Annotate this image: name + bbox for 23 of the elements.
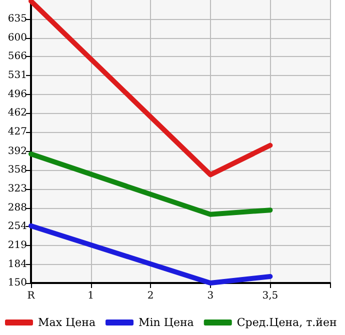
y-tick-label: 323 — [8, 183, 27, 194]
y-tick-label: 427 — [8, 126, 27, 138]
y-tick-label: 462 — [8, 108, 27, 119]
y-tick-label: 600 — [8, 32, 27, 44]
x-tick-label: 3,5 — [262, 290, 278, 302]
x-tick-label: 2 — [147, 290, 154, 302]
y-tick-label: 288 — [8, 202, 27, 214]
y-tick-label: 392 — [8, 146, 27, 157]
y-tick-label: 531 — [8, 70, 27, 82]
legend-label: Сред.Цена, т.йен — [236, 316, 337, 329]
y-tick-label: 254 — [8, 220, 27, 232]
y-tick-label: 219 — [8, 240, 27, 251]
legend-label: Min Цена — [138, 316, 194, 329]
y-tick-label: 635 — [8, 14, 27, 25]
y-tick-label: 150 — [8, 278, 27, 288]
y-tick-label: 566 — [8, 51, 27, 62]
y-tick-label: 184 — [8, 258, 27, 270]
x-tick-label: 1 — [88, 290, 94, 302]
x-tick-label: R — [27, 290, 36, 302]
x-tick-label: 3 — [207, 290, 214, 302]
y-tick-label: 496 — [8, 89, 27, 100]
y-tick-label: 358 — [8, 164, 27, 176]
legend-label: Max Цена — [38, 316, 96, 329]
